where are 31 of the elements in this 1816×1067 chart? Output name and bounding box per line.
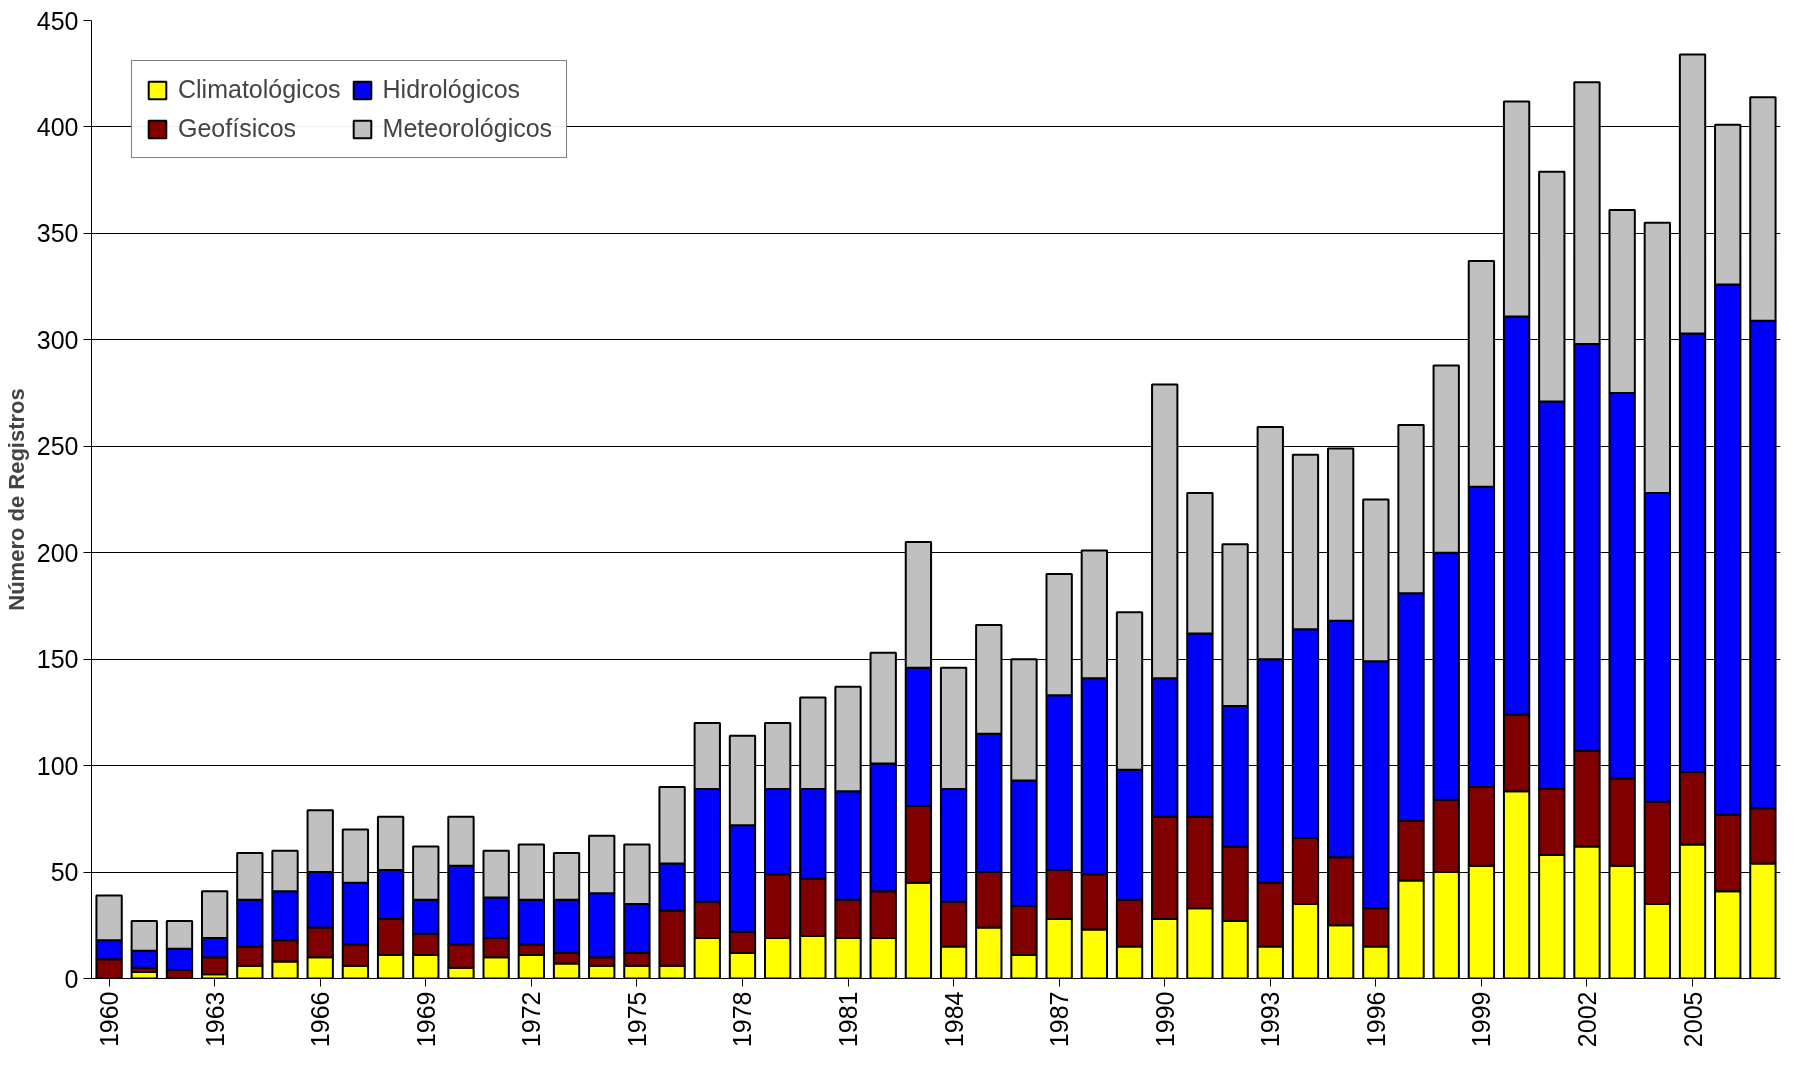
y-tick-label: 300 <box>36 325 79 354</box>
x-tick-label: 1996 <box>1361 991 1390 1048</box>
x-tick-label: 1987 <box>1045 991 1074 1048</box>
x-tick-label: 1978 <box>728 991 757 1048</box>
legend-label: Geofísicos <box>178 114 297 143</box>
x-tick-label: 1984 <box>939 991 968 1048</box>
x-tick-label: 2002 <box>1572 991 1601 1048</box>
y-tick-label: 150 <box>36 645 79 674</box>
x-tick-label: 1963 <box>200 991 229 1048</box>
legend-label: Hidrológicos <box>382 75 521 104</box>
x-tick-label: 1975 <box>622 991 651 1048</box>
x-tick-label: 1999 <box>1467 991 1496 1048</box>
y-tick-label: 400 <box>36 112 79 141</box>
y-tick-label: 100 <box>36 751 79 780</box>
y-axis-title: Número de Registros <box>3 388 29 611</box>
x-tick-label: 1969 <box>411 991 440 1048</box>
x-tick-label: 1990 <box>1150 991 1179 1048</box>
x-tick-label: 1960 <box>95 991 124 1048</box>
x-tick-label: 2005 <box>1678 991 1707 1048</box>
y-tick-label: 50 <box>50 858 79 887</box>
y-tick-label: 250 <box>36 432 79 461</box>
y-tick-label: 450 <box>36 6 79 35</box>
legend-label: Meteorológicos <box>382 114 553 143</box>
x-tick-label: 1972 <box>517 991 546 1048</box>
y-tick-label: 0 <box>64 964 79 993</box>
x-tick-label: 1981 <box>834 991 863 1048</box>
x-tick-label: 1993 <box>1256 991 1285 1048</box>
y-tick-label: 200 <box>36 538 79 567</box>
x-tick-label: 1966 <box>306 991 335 1048</box>
legend-label: Climatológicos <box>178 75 341 104</box>
y-tick-label: 350 <box>36 219 79 248</box>
